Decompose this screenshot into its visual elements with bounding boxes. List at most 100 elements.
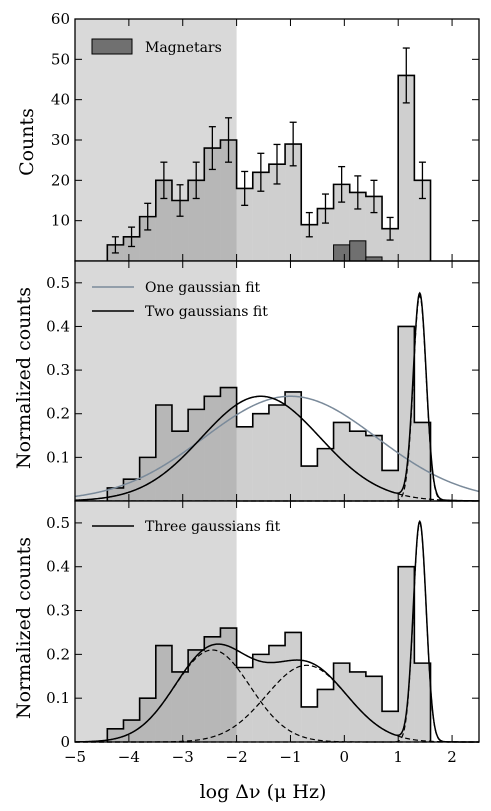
x-tick-label: 0: [340, 748, 350, 766]
histogram-bar: [414, 663, 431, 742]
histogram-bar: [139, 216, 156, 261]
x-tick-label: −2: [226, 748, 248, 766]
y-tick-label: 20: [51, 171, 70, 189]
legend-magnetars-label: Magnetars: [145, 40, 222, 56]
histogram-bar: [236, 188, 253, 261]
histogram-bar: [268, 405, 286, 501]
x-tick-label: −1: [279, 748, 301, 766]
legend-one-gaussian-label: One gaussian fit: [145, 280, 261, 296]
histogram-bar: [268, 645, 286, 742]
histogram-bar: [171, 671, 189, 742]
axes-frame: [74, 500, 480, 743]
y-tick-label: 0.2: [46, 405, 70, 423]
y-tick-label: 30: [51, 131, 70, 149]
histogram-outline: [106, 74, 432, 261]
panel-top: 10 20 30 40 50 60: [51, 10, 480, 262]
y-tick-label: 0.4: [46, 558, 70, 576]
histogram-bar: [268, 164, 286, 261]
histogram-bar: [333, 422, 350, 501]
histogram-bar: [382, 711, 399, 742]
histogram-bar: [301, 706, 318, 742]
y-tick-label: 0.3: [46, 602, 70, 620]
fit-curve: [74, 519, 479, 743]
histogram-bar: [285, 391, 302, 501]
y-tick-label: 0.5: [46, 514, 70, 532]
y-tick-label: 0.1: [46, 689, 70, 707]
histogram-bar: [285, 632, 302, 742]
histogram-bar: [398, 566, 415, 742]
panel-middle: 0.1 0.2 0.3 0.4 0.5: [46, 260, 480, 502]
histogram-bar: [252, 654, 269, 742]
histogram-bar: [301, 224, 318, 261]
histogram-bar: [236, 426, 253, 501]
histogram-bar: [236, 667, 253, 742]
histogram-bar: [398, 75, 415, 261]
x-axis-label: log Δν (μ Hz): [200, 781, 327, 803]
histogram-bar: [333, 663, 350, 742]
top-ylabel: Counts: [16, 108, 38, 176]
shaded-region: [75, 19, 237, 261]
legend-two-gaussians-label: Two gaussians fit: [145, 304, 268, 320]
x-tick-label: −4: [118, 748, 140, 766]
histogram-bar: [204, 396, 221, 501]
histogram-bar: [204, 148, 221, 261]
y-tick-label: 0.2: [46, 645, 70, 663]
y-tick-label: 0.3: [46, 361, 70, 379]
legend-three-gaussians-label: Three gaussians fit: [145, 519, 281, 535]
histogram-bar: [171, 200, 189, 261]
y-tick-label: 0.4: [46, 317, 70, 335]
y-tick-label: 0.5: [46, 274, 70, 292]
fit-curve: [74, 291, 479, 502]
histogram-bar: [123, 236, 140, 261]
histogram-bar: [365, 676, 383, 742]
histogram-bar: [414, 180, 431, 261]
panel-bottom: 0 0.1 0.2 0.3 0.4 0.5 −5 −4 −3 −2 −1 0 1 2: [46, 500, 480, 766]
histogram-bar: [155, 645, 172, 742]
histogram-bar: [139, 457, 156, 501]
x-tick-label: 2: [447, 748, 457, 766]
histogram-bar: [317, 689, 334, 742]
y-tick-label: 10: [51, 212, 70, 230]
histogram-bar: [414, 422, 431, 501]
histogram-bar: [301, 466, 318, 501]
histogram-bar: [252, 413, 269, 501]
histogram-bar: [285, 144, 302, 261]
histogram-bar: [171, 431, 189, 501]
histogram-bar: [398, 326, 415, 501]
y-tick-label: 0.1: [46, 448, 70, 466]
histogram-bar: [188, 649, 205, 742]
magnetar-bar: [349, 240, 367, 262]
histogram-bar: [382, 228, 399, 261]
histogram-bar: [155, 405, 172, 501]
histogram-bar: [220, 387, 237, 501]
fit-curve: [74, 395, 480, 498]
histogram-bar: [155, 180, 172, 261]
x-tick-label: −5: [64, 748, 86, 766]
histogram-bar: [365, 435, 383, 501]
y-tick-label: 50: [51, 50, 70, 68]
histogram-bar: [188, 180, 205, 261]
middle-ylabel: Normalized counts: [13, 287, 35, 469]
histogram-bar: [220, 140, 237, 261]
histogram-bar: [252, 172, 269, 261]
histogram-bar: [333, 184, 350, 261]
bottom-ylabel: Normalized counts: [13, 537, 35, 719]
histogram-bar: [188, 409, 205, 501]
y-tick-label: 60: [51, 10, 70, 28]
shaded-region: [75, 501, 237, 742]
histogram-bar: [204, 636, 221, 742]
histogram-outline: [106, 565, 432, 742]
histogram-bar: [349, 431, 366, 501]
x-tick-label: 1: [393, 748, 403, 766]
histogram-bar: [382, 470, 399, 501]
legend-magnetars-swatch: [91, 38, 133, 55]
y-tick-label: 0: [60, 733, 70, 751]
histogram-bar: [123, 720, 140, 742]
histogram-bar: [317, 208, 334, 261]
x-tick-label: −3: [172, 748, 194, 766]
shaded-region: [75, 261, 237, 501]
histogram-bar: [317, 448, 334, 501]
fit-component-curve: [74, 649, 479, 743]
y-tick-label: 40: [51, 91, 70, 109]
